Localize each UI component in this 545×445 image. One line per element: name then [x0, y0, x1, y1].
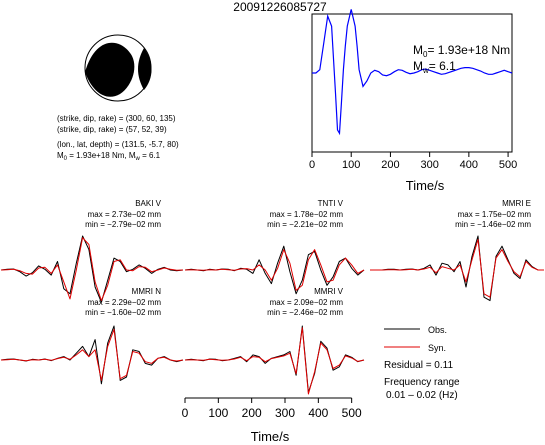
observed-waveform [0, 235, 184, 303]
compressional-quadrant [138, 48, 152, 90]
waveform-axis-tick-label: 200 [242, 406, 262, 420]
compressional-quadrant [85, 42, 135, 97]
synthetic-waveform [0, 237, 184, 302]
residual-label: Residual = 0.11 [384, 360, 453, 371]
synthetic-waveform [184, 327, 365, 395]
stf-tick-label: 300 [420, 159, 438, 171]
waveform-x-axis-label: Time/s [251, 429, 290, 444]
legend-syn-label: Syn. [428, 343, 446, 353]
min-amplitude: min = −1.46e−02 mm [455, 220, 531, 229]
min-amplitude: min = −2.21e−02 mm [267, 220, 343, 229]
stf-x-axis-label: Time/s [406, 178, 445, 193]
legend: Obs. Syn. Residual = 0.11 Frequency rang… [384, 325, 460, 401]
station-name: TNTI V [318, 199, 344, 208]
hypocenter: (lon., lat, depth) = (131.5, -5.7, 80) [57, 140, 179, 149]
max-amplitude: max = 2.29e−02 mm [88, 298, 162, 307]
m0-value: 1.93e+18 Nm [76, 151, 125, 160]
min-amplitude: min = −2.46e−02 mm [267, 308, 343, 317]
stf-mw-value: = 6.1 [429, 59, 456, 73]
station-name: MMRI V [314, 287, 344, 296]
max-amplitude: max = 2.09e−02 mm [270, 298, 344, 307]
stf-mw-label: Mw= 6.1 [413, 59, 456, 75]
synthetic-waveform [370, 238, 544, 298]
stf-m0-label: M0= 1.93e+18 Nm [413, 43, 510, 59]
observed-waveform [370, 235, 544, 302]
focal-mechanism-beachball [84, 34, 152, 102]
nodal-plane-2: (strike, dip, rake) = (57, 52, 39) [57, 125, 167, 134]
min-amplitude: min = −2.79e−02 mm [85, 220, 161, 229]
stf-tick-label: 0 [309, 159, 315, 171]
stf-tick-label: 200 [381, 159, 399, 171]
waveform-axis-tick-label: 100 [208, 406, 228, 420]
stf-frame [311, 13, 513, 153]
frequency-range: 0.01 – 0.02 (Hz) [386, 390, 458, 401]
waveform-x-axis: 0 100 200 300 400 500 [182, 397, 362, 420]
station-name: MMRI E [502, 199, 531, 208]
max-amplitude: max = 1.78e−02 mm [270, 210, 344, 219]
synthetic-waveform [0, 328, 184, 381]
waveform-axis-tick-label: 400 [308, 406, 328, 420]
stf-tick-label: 100 [342, 159, 360, 171]
waveform-axis-tick-label: 500 [342, 406, 362, 420]
observed-waveform [0, 325, 184, 385]
stf-plot: 0 100 200 300 400 500 [309, 9, 517, 171]
nodal-plane-1: (strike, dip, rake) = (300, 60, 135) [57, 114, 176, 123]
stf-tick-label: 500 [499, 159, 517, 171]
legend-obs-label: Obs. [428, 325, 447, 335]
synthetic-waveform [184, 249, 365, 291]
min-amplitude: min = −1.60e−02 mm [85, 308, 161, 317]
stf-curve [312, 9, 513, 136]
station-name: MMRI N [132, 287, 162, 296]
frequency-title: Frequency range [384, 377, 460, 388]
max-amplitude: max = 1.75e−02 mm [458, 210, 532, 219]
stf-m0-value: = 1.93e+18 Nm [427, 43, 510, 57]
mw-value: 6.1 [149, 151, 161, 160]
waveform-axis-tick-label: 0 [182, 406, 189, 420]
waveform-axis-tick-label: 300 [275, 406, 295, 420]
station-name: BAKI V [135, 199, 161, 208]
source-parameters: (strike, dip, rake) = (300, 60, 135) (st… [57, 114, 179, 162]
figure-title: 20091226085727 [233, 0, 327, 14]
stf-tick-label: 400 [460, 159, 478, 171]
max-amplitude: max = 2.73e−02 mm [88, 210, 162, 219]
moment-line: M0 = 1.93e+18 Nm, Mw = 6.1 [57, 151, 161, 162]
